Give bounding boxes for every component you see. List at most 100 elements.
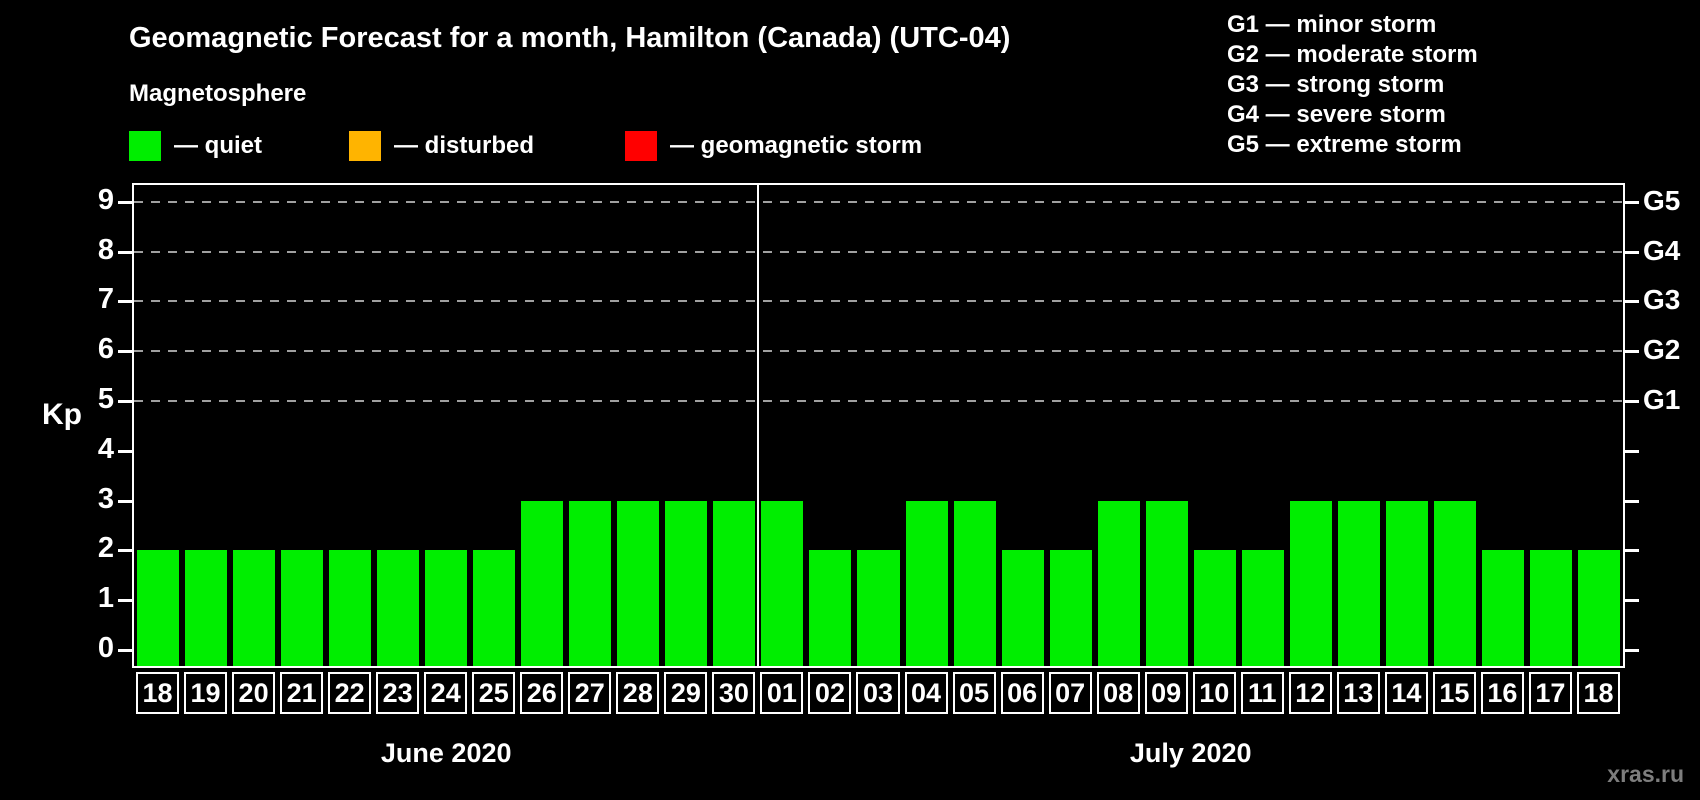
y-tick-label-8: 8: [97, 233, 114, 266]
disturbed-swatch-icon: [349, 131, 381, 161]
kp-bar-july-15: [1433, 500, 1476, 666]
gridline-kp9: [134, 200, 1623, 203]
date-box-july-12: 12: [1288, 672, 1332, 714]
legend-label-storm: — geomagnetic storm: [670, 132, 923, 159]
date-box-july-01: 01: [760, 672, 804, 714]
kp-bar-june-29: [665, 500, 708, 666]
y-tick-right-7: [1625, 300, 1639, 304]
kp-bar-july-09: [1145, 500, 1188, 666]
kp-bar-june-26: [521, 500, 564, 666]
g-scale-legend: G1 — minor storm G2 — moderate storm G3 …: [1227, 10, 1478, 160]
date-box-july-10: 10: [1192, 672, 1236, 714]
kp-bar-july-07: [1049, 550, 1092, 666]
y-tick-right-9: [1625, 200, 1639, 204]
date-box-june-22: 22: [328, 672, 372, 714]
date-box-july-16: 16: [1480, 672, 1524, 714]
y-tick-left-7: [118, 300, 132, 304]
date-box-june-27: 27: [568, 672, 612, 714]
y-tick-label-3: 3: [97, 482, 114, 515]
kp-bar-july-18: [1577, 550, 1620, 666]
y-tick-label-4: 4: [97, 432, 114, 465]
date-box-june-25: 25: [472, 672, 516, 714]
y-tick-left-8: [118, 250, 132, 254]
y-tick-label-6: 6: [97, 333, 114, 366]
y-tick-label-9: 9: [97, 183, 114, 216]
kp-bar-june-22: [329, 550, 372, 666]
g-axis-label-g4: G4: [1643, 234, 1681, 266]
kp-bar-june-30: [713, 500, 756, 666]
kp-bar-june-25: [473, 550, 516, 666]
kp-bar-june-19: [185, 550, 228, 666]
g-legend-item-g5: G5 — extreme storm: [1227, 131, 1462, 158]
g-legend-item-g1: G1 — minor storm: [1227, 11, 1437, 38]
y-tick-left-4: [118, 449, 132, 453]
legend-item-storm: — geomagnetic storm: [625, 130, 922, 162]
y-tick-label-1: 1: [97, 582, 114, 615]
date-box-june-26: 26: [520, 672, 564, 714]
kp-bar-june-20: [233, 550, 276, 666]
plot-inner: [118, 185, 1639, 666]
date-box-july-06: 06: [1000, 672, 1044, 714]
kp-axis-label: Kp: [42, 398, 82, 431]
date-box-june-21: 21: [280, 672, 324, 714]
y-tick-left-5: [118, 400, 132, 404]
legend-label-disturbed: — disturbed: [394, 132, 535, 159]
date-box-july-04: 04: [904, 672, 948, 714]
gridline-kp8: [134, 250, 1623, 253]
y-tick-right-6: [1625, 350, 1639, 354]
kp-bar-july-06: [1001, 550, 1044, 666]
date-box-july-18: 18: [1576, 672, 1620, 714]
date-box-july-02: 02: [808, 672, 852, 714]
gridline-kp5: [134, 400, 1623, 403]
g-axis-label-g1: G1: [1643, 384, 1681, 416]
date-box-july-05: 05: [952, 672, 996, 714]
storm-swatch-icon: [625, 131, 657, 161]
date-box-july-07: 07: [1048, 672, 1092, 714]
date-box-june-23: 23: [376, 672, 420, 714]
kp-bar-july-11: [1241, 550, 1284, 666]
y-tick-left-1: [118, 599, 132, 603]
kp-bar-june-21: [281, 550, 324, 666]
y-tick-left-2: [118, 549, 132, 553]
magnetosphere-label: Magnetosphere: [129, 80, 307, 107]
y-tick-right-4: [1625, 449, 1639, 453]
date-box-june-29: 29: [664, 672, 708, 714]
date-box-july-13: 13: [1336, 672, 1380, 714]
kp-bar-july-10: [1193, 550, 1236, 666]
y-tick-left-6: [118, 350, 132, 354]
date-box-july-17: 17: [1528, 672, 1572, 714]
kp-bar-june-28: [617, 500, 660, 666]
date-box-june-28: 28: [616, 672, 660, 714]
kp-bar-july-04: [905, 500, 948, 666]
g-legend-item-g3: G3 — strong storm: [1227, 71, 1445, 98]
g-legend-item-g2: G2 — moderate storm: [1227, 41, 1478, 68]
quiet-swatch-icon: [129, 131, 161, 161]
kp-bar-july-13: [1337, 500, 1380, 666]
kp-bar-july-12: [1289, 500, 1332, 666]
g-axis-label-g2: G2: [1643, 334, 1681, 366]
watermark: xras.ru: [1607, 761, 1684, 787]
g-axis-label-g5: G5: [1643, 184, 1681, 216]
kp-bar-june-24: [425, 550, 468, 666]
kp-bar-june-18: [137, 550, 180, 666]
date-box-june-20: 20: [232, 672, 276, 714]
kp-bar-july-08: [1097, 500, 1140, 666]
y-tick-left-3: [118, 499, 132, 503]
chart-title: Geomagnetic Forecast for a month, Hamilt…: [129, 22, 1011, 54]
y-tick-right-2: [1625, 549, 1639, 553]
legend-label-quiet: — quiet: [174, 132, 262, 159]
date-box-june-18: 18: [136, 672, 180, 714]
legend-item-quiet: — quiet: [129, 130, 262, 162]
month-divider: [757, 185, 760, 666]
y-tick-label-2: 2: [97, 532, 114, 565]
y-tick-label-7: 7: [97, 283, 114, 316]
kp-bar-july-16: [1481, 550, 1524, 666]
kp-bar-june-23: [377, 550, 420, 666]
month-label-july: July 2020: [1129, 738, 1252, 768]
month-label-june: June 2020: [380, 738, 512, 768]
y-tick-right-8: [1625, 250, 1639, 254]
date-box-july-08: 08: [1096, 672, 1140, 714]
date-box-july-03: 03: [856, 672, 900, 714]
date-box-july-15: 15: [1432, 672, 1476, 714]
g-axis-label-g3: G3: [1643, 284, 1681, 316]
